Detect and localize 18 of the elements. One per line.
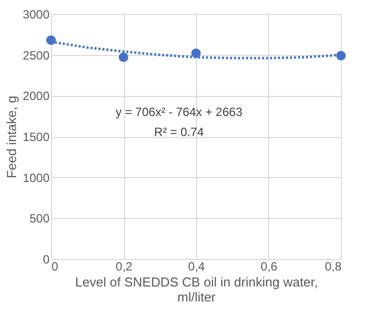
point xyxy=(191,48,201,58)
y-tick-label: 1000 xyxy=(22,170,50,185)
point xyxy=(336,50,346,60)
x-tick-label: 0,6 xyxy=(260,260,278,274)
y-axis-title: Feed intake, g xyxy=(4,96,19,178)
point xyxy=(118,52,128,62)
x-tick-label: 0 xyxy=(52,260,58,274)
x-tick-label: 0,2 xyxy=(116,260,133,274)
annotation: R² = 0.74 xyxy=(154,125,204,139)
y-tick-label: 2500 xyxy=(22,48,50,62)
x-tick-label: 0,8 xyxy=(324,260,342,274)
y-tick-label: 2000 xyxy=(22,89,50,104)
y-tick-label: 1500 xyxy=(22,130,50,144)
y-tick-label: 3000 xyxy=(22,8,50,22)
x-axis-title: Level of SNEDDS CB oil in drinking water, ml/liter xyxy=(75,274,318,304)
annotation: y = 706x² - 764x + 2663 xyxy=(116,105,243,119)
y-tick-label: 500 xyxy=(29,212,50,226)
x-tick-label: 0,4 xyxy=(188,260,206,274)
